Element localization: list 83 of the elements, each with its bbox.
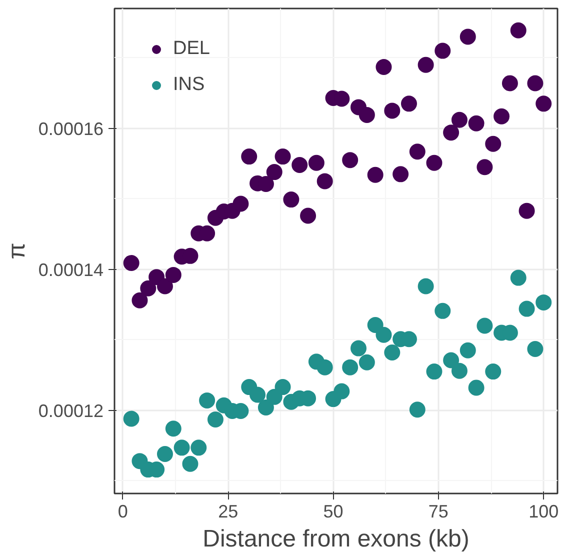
point: [367, 317, 384, 334]
point: [400, 96, 417, 112]
point: [384, 102, 400, 119]
point: [536, 96, 552, 112]
y-tick-label: 0.00016: [38, 118, 104, 139]
point: [342, 359, 358, 376]
point: [342, 152, 358, 168]
point: [207, 411, 224, 428]
point: [426, 154, 442, 171]
point: [123, 410, 140, 427]
x-tick-label: 50: [323, 502, 344, 522]
point: [426, 364, 442, 380]
y-tick-label: 0.00012: [38, 400, 104, 421]
point: [140, 280, 156, 296]
point: [258, 400, 274, 416]
point: [476, 318, 493, 334]
point: [350, 340, 367, 356]
point: [156, 446, 173, 462]
point: [527, 341, 544, 357]
point: [510, 22, 526, 38]
point: [418, 56, 434, 73]
point: [460, 28, 476, 45]
point: [250, 386, 266, 403]
point: [485, 364, 502, 380]
point: [308, 154, 324, 171]
point: [283, 192, 300, 208]
point: [518, 202, 535, 219]
point: [316, 173, 333, 190]
point: [266, 388, 282, 405]
point: [165, 420, 182, 437]
point: [527, 75, 544, 92]
point: [376, 59, 392, 75]
point: [367, 166, 384, 183]
point: [451, 362, 468, 379]
point: [174, 440, 190, 456]
point: [123, 255, 140, 271]
point: [443, 352, 460, 368]
point: [510, 270, 526, 286]
point: [451, 112, 468, 128]
point: [418, 278, 434, 294]
point: [476, 159, 493, 176]
x-tick-label: 75: [428, 502, 448, 522]
point: [190, 440, 207, 456]
point: [274, 148, 291, 165]
point: [460, 342, 476, 358]
legend-label: DEL: [173, 38, 210, 60]
y-tick-label: 0.00014: [38, 260, 104, 280]
point: [358, 106, 375, 123]
x-tick-label: 25: [218, 502, 238, 522]
point: [132, 292, 148, 308]
point: [409, 402, 426, 418]
point: [165, 266, 182, 283]
point: [292, 157, 308, 173]
point: [434, 302, 451, 319]
point: [392, 166, 409, 182]
point: [384, 344, 400, 360]
point: [434, 42, 451, 59]
point: [536, 294, 552, 310]
point: [316, 359, 333, 376]
point: [358, 354, 375, 370]
point: [274, 379, 291, 396]
y-axis-title: π: [3, 242, 30, 260]
point: [494, 108, 510, 124]
point: [502, 75, 518, 92]
point: [485, 136, 502, 152]
x-axis-title: Distance from exons (kb): [202, 526, 470, 552]
point: [409, 144, 426, 160]
point: [468, 115, 484, 132]
point: [518, 300, 535, 317]
point: [182, 456, 198, 472]
x-tick-label: 0: [118, 502, 128, 522]
point: [468, 380, 484, 396]
point: [156, 278, 173, 294]
point: [232, 196, 249, 212]
point: [199, 392, 216, 408]
point: [300, 208, 316, 224]
point: [443, 124, 460, 141]
point: [266, 164, 282, 180]
legend-label: INS: [173, 74, 205, 96]
x-tick-label: 100: [528, 502, 559, 522]
point: [376, 326, 392, 343]
point: [241, 148, 258, 165]
point: [334, 383, 350, 400]
